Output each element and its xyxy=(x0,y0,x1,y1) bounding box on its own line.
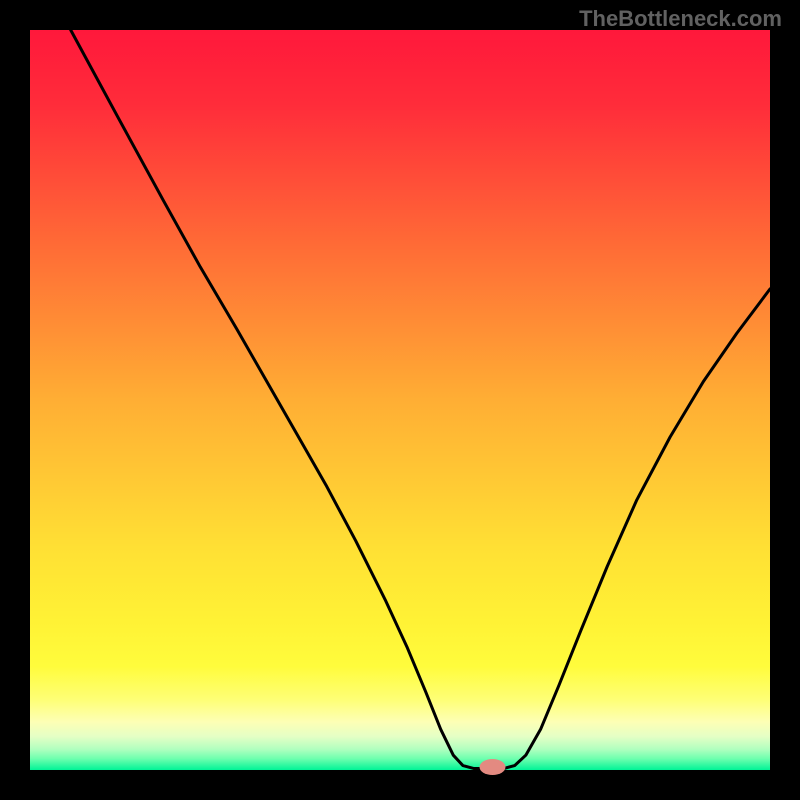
plot-gradient-background xyxy=(30,30,770,770)
bottleneck-chart: TheBottleneck.com xyxy=(0,0,800,800)
chart-svg xyxy=(0,0,800,800)
watermark-text: TheBottleneck.com xyxy=(579,6,782,32)
optimal-marker xyxy=(480,759,506,775)
